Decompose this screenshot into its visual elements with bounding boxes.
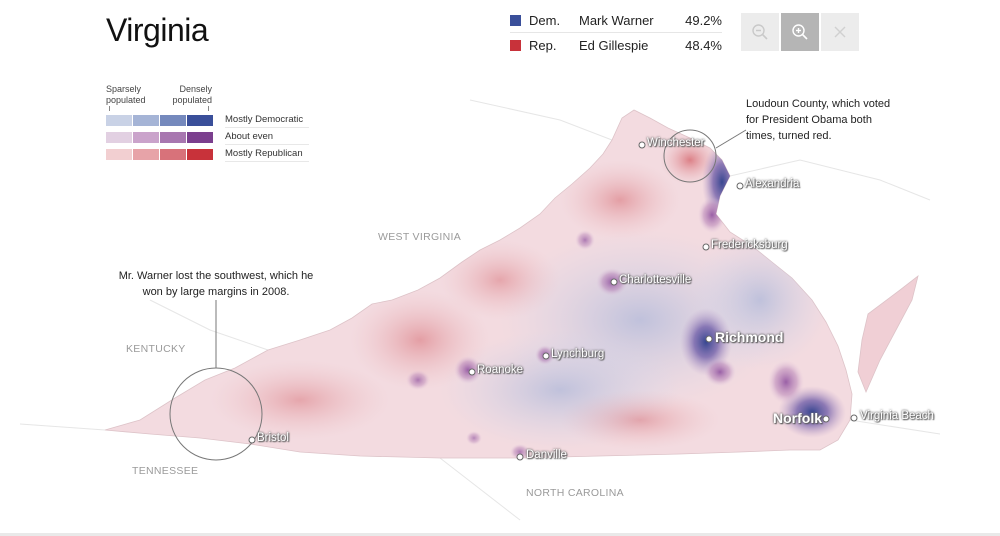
legend-swatch: [160, 149, 186, 160]
legend-dense-label: Densely populated: [172, 84, 212, 105]
legend-row-even: About even: [106, 129, 316, 146]
party-label: Rep.: [529, 37, 557, 53]
city-label-danville: Danville: [526, 449, 567, 461]
norfolk-dot: [822, 415, 830, 423]
close-button[interactable]: [821, 13, 859, 51]
winchester-dot: [638, 141, 646, 149]
results-table: Dem. Mark Warner 49.2% Rep. Ed Gillespie…: [510, 8, 722, 57]
city-label-winchester: Winchester: [647, 137, 705, 149]
city-label-virginia-beach: Virginia Beach: [860, 410, 934, 422]
loudoun-leader-line: [715, 129, 747, 149]
lynchburg-dot: [542, 352, 550, 360]
bristol-dot: [248, 436, 256, 444]
zoom-in-button[interactable]: [781, 13, 819, 51]
legend-swatch: [106, 115, 132, 126]
neighbor-label-kentucky: KENTUCKY: [126, 343, 186, 355]
charlottesville-dot: [610, 278, 618, 286]
danville-dot: [516, 453, 524, 461]
legend-row-democratic: Mostly Democratic: [106, 112, 316, 129]
legend-swatch: [133, 149, 159, 160]
neighbor-label-tennessee: TENNESSEE: [132, 465, 199, 477]
city-label-richmond: Richmond: [715, 329, 784, 345]
city-label-fredericksburg: Fredericksburg: [711, 239, 788, 251]
city-label-roanoke: Roanoke: [477, 364, 524, 376]
legend-sparse-label: Sparsely populated: [106, 84, 146, 105]
vote-percent: 49.2%: [685, 12, 722, 28]
richmond-dot: [705, 335, 713, 343]
legend-swatch: [160, 115, 186, 126]
legend-label: Mostly Democratic: [225, 114, 309, 128]
legend-row-republican: Mostly Republican: [106, 146, 316, 163]
legend-swatch: [187, 149, 213, 160]
close-icon: [834, 26, 846, 38]
legend-swatch: [106, 149, 132, 160]
southwest-annotation: Mr. Warner lost the southwest, which he …: [118, 270, 314, 298]
zoom-out-button[interactable]: [741, 13, 779, 51]
zoom-out-icon: [752, 24, 768, 40]
dem-color-swatch: [510, 14, 521, 26]
legend-swatch: [187, 132, 213, 143]
neighbor-label-west-virginia: WEST VIRGINIA: [378, 231, 462, 243]
bottom-divider: [0, 533, 1000, 536]
loudoun-highlight-circle: [663, 129, 717, 183]
result-row-dem: Dem. Mark Warner 49.2%: [510, 8, 722, 32]
candidate-name: Mark Warner: [579, 12, 654, 28]
city-label-charlottesville: Charlottesville: [619, 274, 692, 286]
vote-percent: 48.4%: [685, 37, 722, 53]
result-row-rep: Rep. Ed Gillespie 48.4%: [510, 32, 722, 57]
city-label-alexandria: Alexandria: [745, 178, 800, 190]
virginia-beach-dot: [850, 414, 858, 422]
neighbor-label-north-carolina: NORTH CAROLINA: [526, 487, 624, 499]
legend-swatch: [187, 115, 213, 126]
legend-swatch: [106, 132, 132, 143]
page-title: Virginia: [106, 12, 209, 48]
roanoke-dot: [468, 368, 476, 376]
fredericksburg-dot: [702, 243, 710, 251]
legend-swatch: [133, 132, 159, 143]
loudoun-annotation: Loudoun County, which voted for Presiden…: [746, 98, 891, 142]
candidate-name: Ed Gillespie: [579, 37, 649, 53]
city-label-bristol: Bristol: [257, 432, 289, 444]
legend-label: About even: [225, 131, 309, 145]
eastern-shore: [857, 274, 919, 394]
city-label-norfolk: Norfolk: [773, 410, 822, 426]
map-legend: Sparsely populated Densely populated Mos…: [106, 84, 316, 163]
party-label: Dem.: [529, 12, 561, 28]
legend-label: Mostly Republican: [225, 148, 309, 162]
legend-swatch: [133, 115, 159, 126]
legend-swatch: [160, 132, 186, 143]
rep-color-swatch: [510, 39, 521, 51]
city-label-lynchburg: Lynchburg: [551, 348, 605, 360]
alexandria-dot: [736, 182, 744, 190]
zoom-in-icon: [792, 24, 808, 40]
